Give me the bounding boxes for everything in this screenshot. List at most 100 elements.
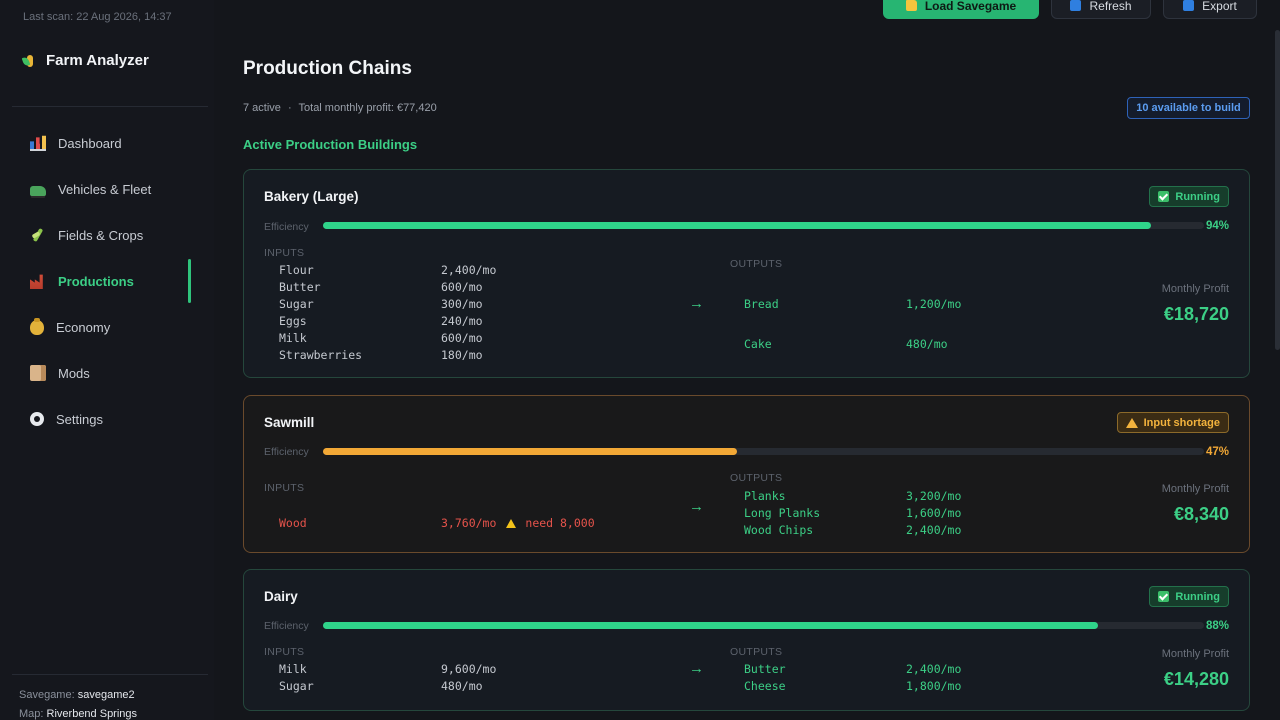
- input-row: Butter 600/mo: [279, 280, 483, 294]
- input-rate: 600/mo: [441, 280, 483, 294]
- output-name: Cake: [744, 337, 772, 351]
- building-name: Bakery (Large): [264, 189, 359, 204]
- input-rate: 600/mo: [441, 331, 483, 345]
- input-name: Sugar: [279, 297, 314, 311]
- production-card-dairy[interactable]: Dairy Running Efficiency 88% INPUTS Milk…: [243, 569, 1250, 711]
- sidebar-item-label: Settings: [56, 411, 103, 427]
- available-to-build-badge[interactable]: 10 available to build: [1127, 97, 1250, 119]
- status-text: Input shortage: [1143, 416, 1220, 429]
- total-profit: Total monthly profit: €77,420: [298, 102, 437, 114]
- output-name: Bread: [744, 297, 779, 311]
- input-name: Wood: [279, 516, 307, 530]
- output-name: Butter: [744, 662, 786, 676]
- savegame-info: Savegame: savegame2: [19, 689, 135, 701]
- inputs-label: INPUTS: [264, 646, 305, 658]
- sidebar-item-label: Economy: [56, 319, 111, 335]
- production-card-bakery[interactable]: Bakery (Large) Running Efficiency 94% IN…: [243, 169, 1250, 378]
- input-row: Milk 9,600/mo: [279, 662, 496, 676]
- sidebar-nav: Dashboard Vehicles & Fleet Fields & Crop…: [0, 120, 214, 442]
- building-name: Sawmill: [264, 415, 315, 430]
- production-card-sawmill[interactable]: Sawmill Input shortage Efficiency 47% IN…: [243, 395, 1250, 553]
- input-row: Eggs 240/mo: [279, 314, 483, 328]
- status-badge: Input shortage: [1116, 412, 1229, 433]
- wheat-icon: [30, 227, 46, 243]
- brand[interactable]: Farm Analyzer: [22, 52, 149, 69]
- output-name: Wood Chips: [744, 523, 814, 537]
- sidebar-item-mods[interactable]: Mods: [0, 350, 214, 396]
- warning-icon: [1125, 417, 1138, 428]
- output-rate: 2,400/mo: [906, 523, 962, 537]
- sidebar-item-label: Vehicles & Fleet: [58, 181, 152, 197]
- sidebar-item-dashboard[interactable]: Dashboard: [0, 120, 214, 166]
- need-amount: need 8,000: [525, 516, 595, 530]
- efficiency-fill: [323, 448, 738, 455]
- load-savegame-button[interactable]: Load Savegame: [883, 0, 1039, 19]
- input-rate: 180/mo: [441, 348, 483, 362]
- monthly-profit-value: €18,720: [1163, 304, 1229, 324]
- input-row: Wood 3,760/mo need 8,000: [279, 516, 595, 530]
- refresh-label: Refresh: [1089, 0, 1132, 13]
- input-rate: 240/mo: [441, 314, 483, 328]
- scrollbar[interactable]: [1275, 30, 1280, 350]
- box-icon: [30, 365, 46, 381]
- status-badge: Running: [1149, 186, 1229, 207]
- savegame-value: savegame2: [77, 689, 135, 701]
- outputs-label: OUTPUTS: [730, 258, 783, 270]
- page-title: Production Chains: [243, 58, 412, 79]
- input-rate: 300/mo: [441, 297, 483, 311]
- monthly-profit-value: €14,280: [1163, 669, 1229, 689]
- input-name: Milk: [279, 331, 307, 345]
- monthly-profit-value: €8,340: [1173, 504, 1229, 524]
- input-name: Flour: [279, 263, 314, 277]
- sidebar-item-label: Productions: [58, 273, 134, 289]
- status-badge: Running: [1149, 586, 1229, 607]
- factory-icon: [30, 274, 43, 289]
- input-name: Milk: [279, 662, 307, 676]
- sidebar: Last scan: 22 Aug 2026, 14:37 Farm Analy…: [0, 0, 214, 720]
- export-button[interactable]: Export: [1163, 0, 1257, 19]
- output-row: Cheese 1,800/mo: [744, 679, 961, 693]
- output-name: Cheese: [744, 679, 786, 693]
- map-label: Map:: [19, 708, 44, 720]
- building-name: Dairy: [264, 589, 298, 604]
- efficiency-label: Efficiency: [264, 620, 309, 632]
- flow-arrow: →: [689, 295, 704, 312]
- output-name: Planks: [744, 489, 786, 503]
- output-rate: 3,200/mo: [906, 489, 962, 503]
- check-icon: [1158, 591, 1170, 602]
- sidebar-item-productions[interactable]: Productions: [0, 258, 214, 304]
- input-row: Sugar 300/mo: [279, 297, 483, 311]
- refresh-button[interactable]: Refresh: [1051, 0, 1151, 19]
- monthly-profit-label: Monthly Profit: [1161, 648, 1229, 660]
- input-name: Sugar: [279, 679, 314, 693]
- sidebar-item-economy[interactable]: Economy: [0, 304, 214, 350]
- output-rate: 1,600/mo: [906, 506, 962, 520]
- efficiency-fill: [323, 222, 1152, 229]
- sidebar-item-label: Mods: [58, 365, 90, 381]
- input-row: Milk 600/mo: [279, 331, 483, 345]
- input-rate: 480/mo: [441, 679, 483, 693]
- sidebar-item-settings[interactable]: Settings: [0, 396, 214, 442]
- input-name: Eggs: [279, 314, 307, 328]
- efficiency-label: Efficiency: [264, 221, 309, 233]
- sidebar-item-vehicles[interactable]: Vehicles & Fleet: [0, 166, 214, 212]
- efficiency-percent: 94%: [1205, 220, 1229, 232]
- input-rate: 3,760/mo: [441, 516, 497, 530]
- monthly-profit-label: Monthly Profit: [1161, 283, 1229, 295]
- outputs-label: OUTPUTS: [730, 472, 783, 484]
- output-row: Cake 480/mo: [744, 337, 948, 351]
- brand-title: Farm Analyzer: [46, 52, 149, 69]
- inputs-label: INPUTS: [264, 247, 305, 259]
- warning-icon: [506, 518, 517, 528]
- export-label: Export: [1202, 0, 1237, 13]
- efficiency-percent: 88%: [1205, 620, 1229, 632]
- section-title: Active Production Buildings: [243, 137, 418, 152]
- output-row: Planks 3,200/mo: [744, 489, 961, 503]
- input-rate: 9,600/mo: [441, 662, 497, 676]
- sidebar-item-fields[interactable]: Fields & Crops: [0, 212, 214, 258]
- folder-icon: [905, 0, 917, 11]
- input-rate: 2,400/mo: [441, 263, 497, 277]
- money-bag-icon: [30, 317, 44, 335]
- efficiency-bar: [323, 622, 1204, 629]
- output-row: Wood Chips 2,400/mo: [744, 523, 961, 537]
